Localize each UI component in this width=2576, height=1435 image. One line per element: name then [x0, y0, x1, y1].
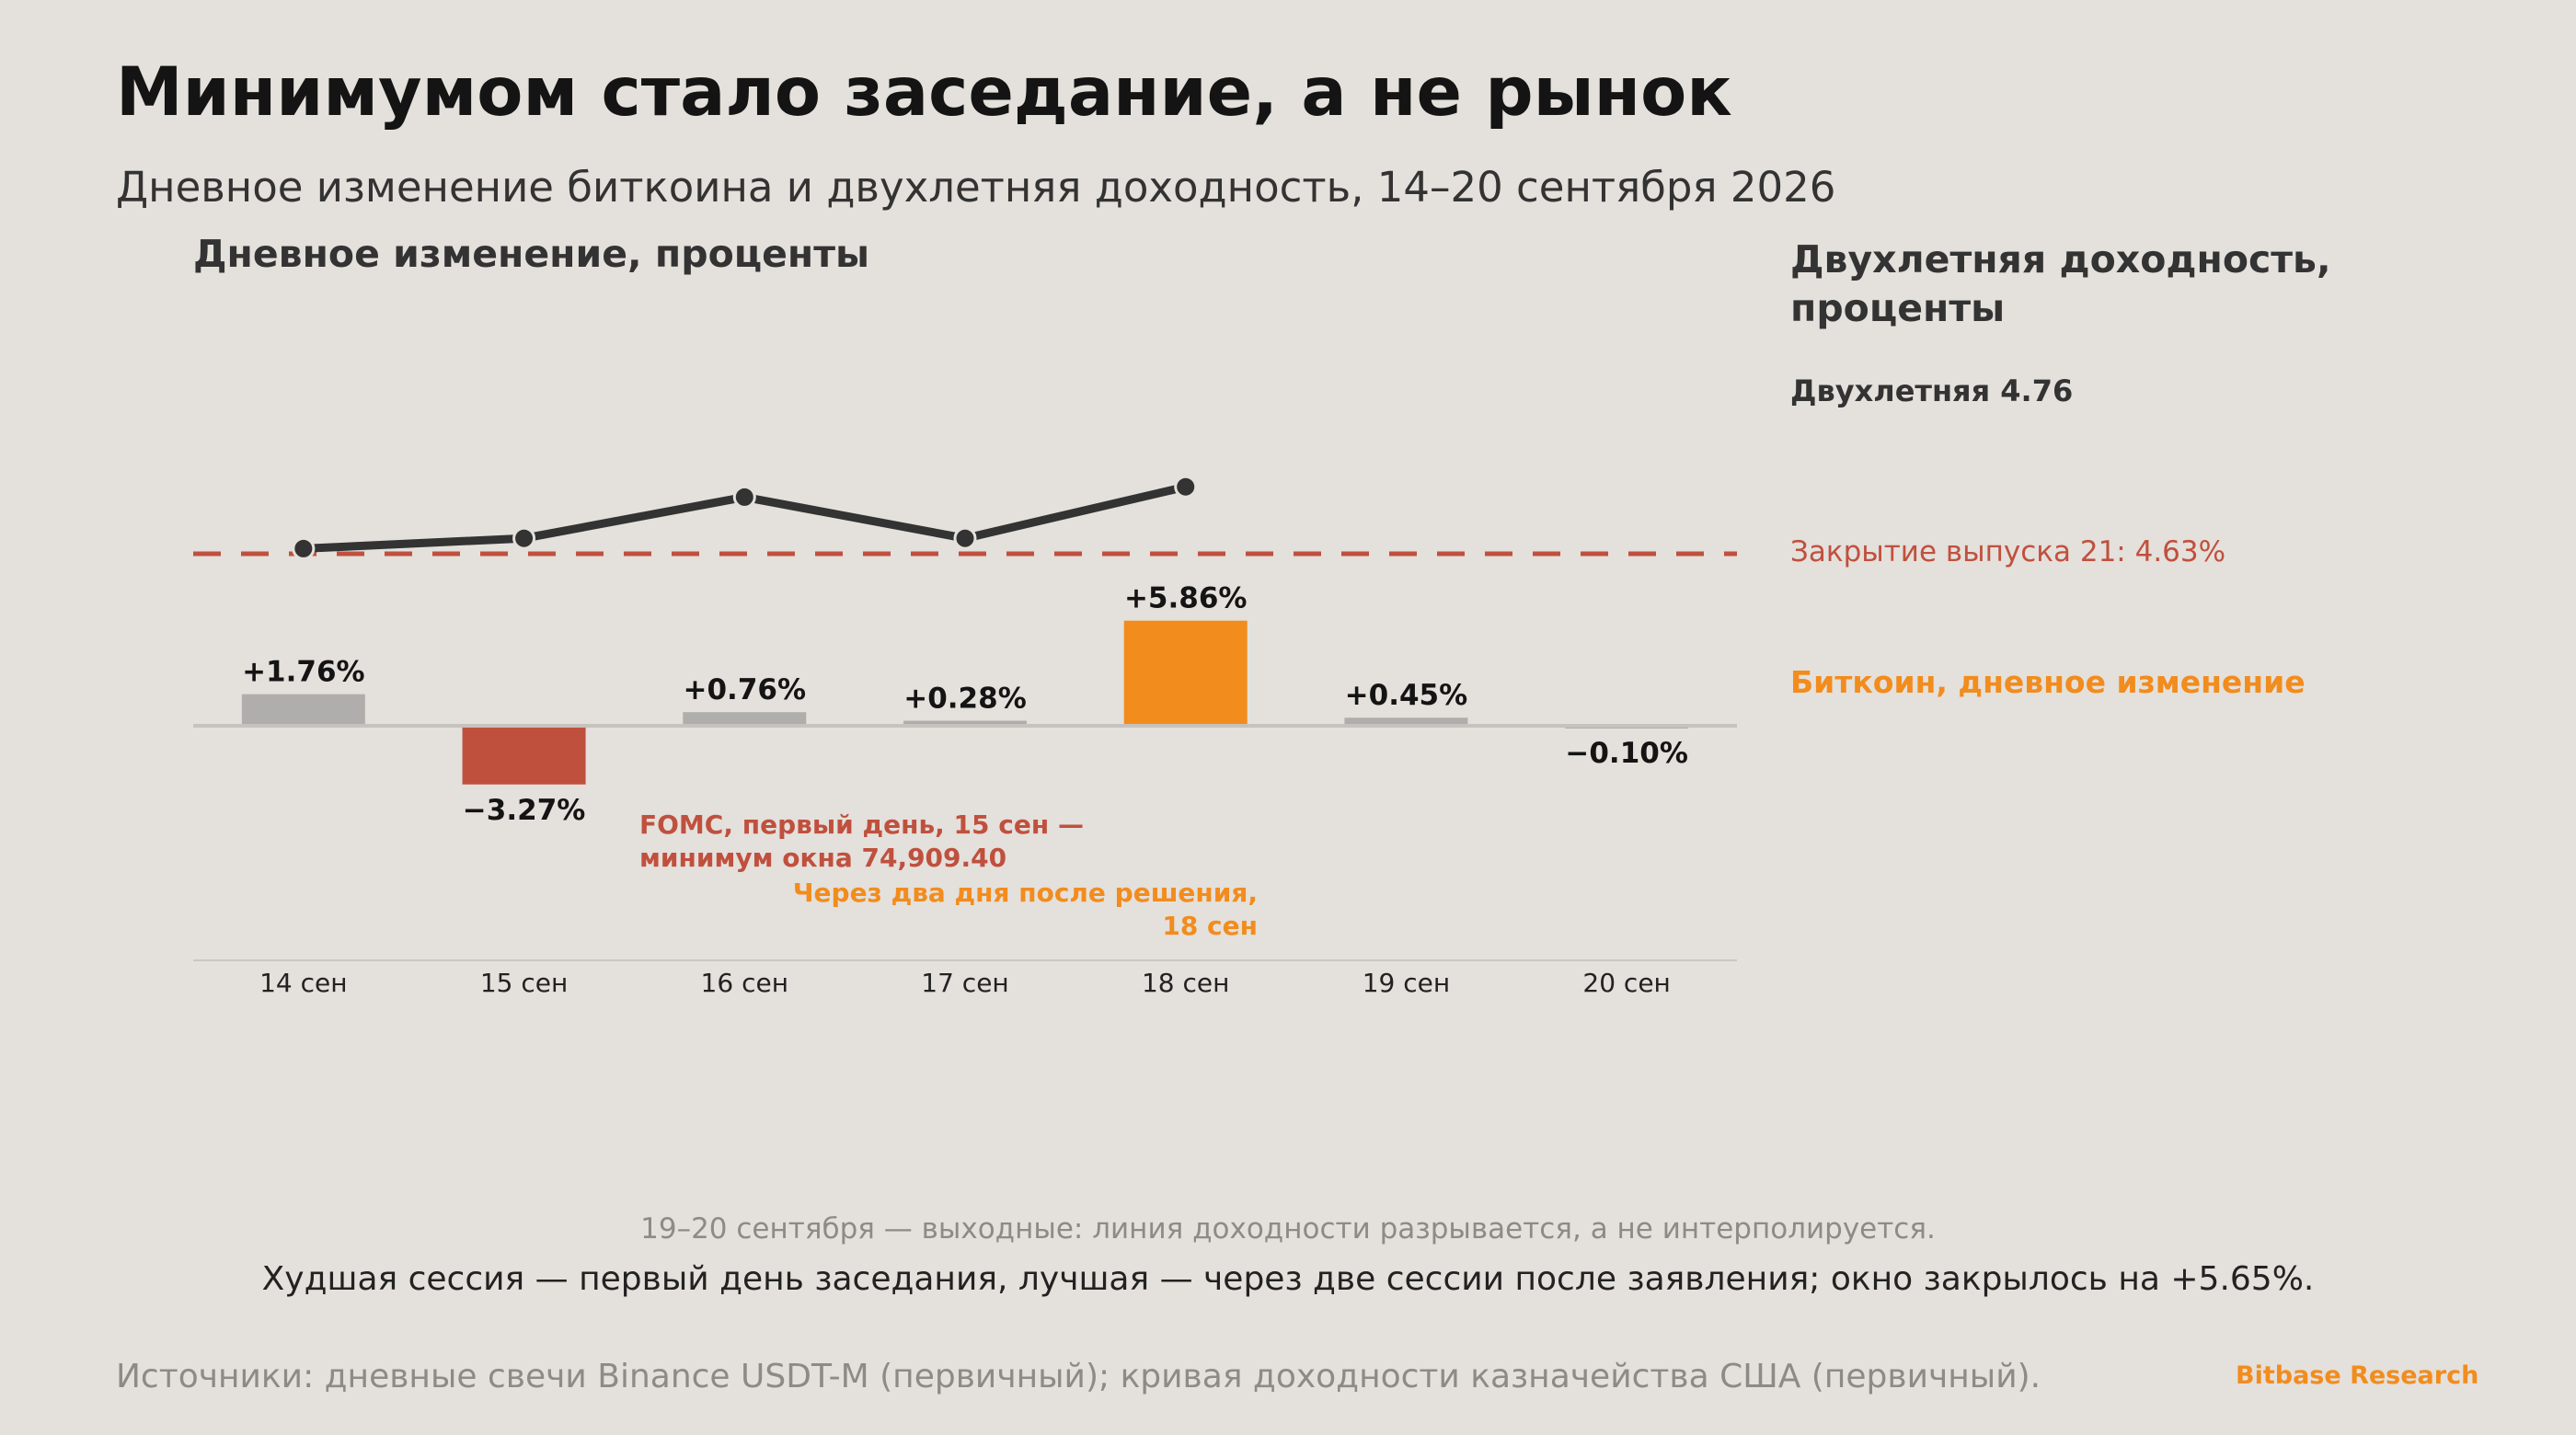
yield-point — [953, 526, 977, 550]
bar-value-label: +0.45% — [1345, 679, 1468, 712]
bar-value-label: −3.27% — [463, 794, 586, 827]
bar-value-label: +5.86% — [1124, 582, 1248, 615]
sources-note: Источники: дневные свечи Binance USDT-M … — [116, 1358, 2041, 1395]
bar-value-label: −0.10% — [1565, 737, 1688, 770]
chart-title: Минимумом стало заседание, а не рынок — [116, 53, 1732, 132]
fomc-annotation: FOMC, первый день, 15 сен — — [639, 809, 1084, 840]
chart-subtitle: Дневное изменение биткоина и двухлетняя … — [116, 163, 1836, 212]
bar-value-label: +0.76% — [684, 673, 807, 706]
bar-4 — [903, 720, 1027, 726]
decision-annotation: Через два дня после решения, — [793, 878, 1258, 908]
yield-point — [1174, 475, 1198, 499]
bar-value-label: +1.76% — [242, 656, 365, 689]
yield-series-label: Двухлетняя 4.76 — [1790, 373, 2074, 408]
bar-6 — [1344, 718, 1468, 726]
yield-point — [512, 526, 536, 550]
summary-text: Худшая сессия — первый день заседания, л… — [261, 1260, 2315, 1298]
x-tick-label: 18 сен — [1142, 968, 1229, 998]
weekend-note: 19–20 сентября — выходные: линия доходно… — [640, 1212, 1936, 1246]
fomc-annotation: минимум окна 74,909.40 — [639, 843, 1006, 873]
brand-logo: Bitbase Research — [2236, 1361, 2479, 1390]
bar-2 — [462, 726, 586, 785]
x-tick-label: 20 сен — [1582, 968, 1670, 998]
right-axis-title: Двухлетняя доходность, проценты — [1790, 237, 2331, 331]
bar-value-label: +0.28% — [903, 683, 1027, 716]
x-tick-label: 16 сен — [701, 968, 788, 998]
x-tick-label: 14 сен — [259, 968, 347, 998]
bar-3 — [683, 712, 807, 726]
decision-annotation: 18 сен — [1162, 911, 1258, 941]
reference-line-label: Закрытие выпуска 21: 4.63% — [1790, 535, 2226, 568]
yield-point — [732, 485, 756, 509]
x-tick-label: 15 сен — [480, 968, 568, 998]
left-axis-title: Дневное изменение, проценты — [193, 232, 870, 276]
x-tick-label: 17 сен — [921, 968, 1008, 998]
yield-point — [292, 536, 316, 560]
btc-series-label: Биткоин, дневное изменение — [1790, 664, 2306, 700]
bar-1 — [241, 694, 365, 726]
bar-5 — [1123, 620, 1248, 726]
x-tick-label: 19 сен — [1363, 968, 1450, 998]
